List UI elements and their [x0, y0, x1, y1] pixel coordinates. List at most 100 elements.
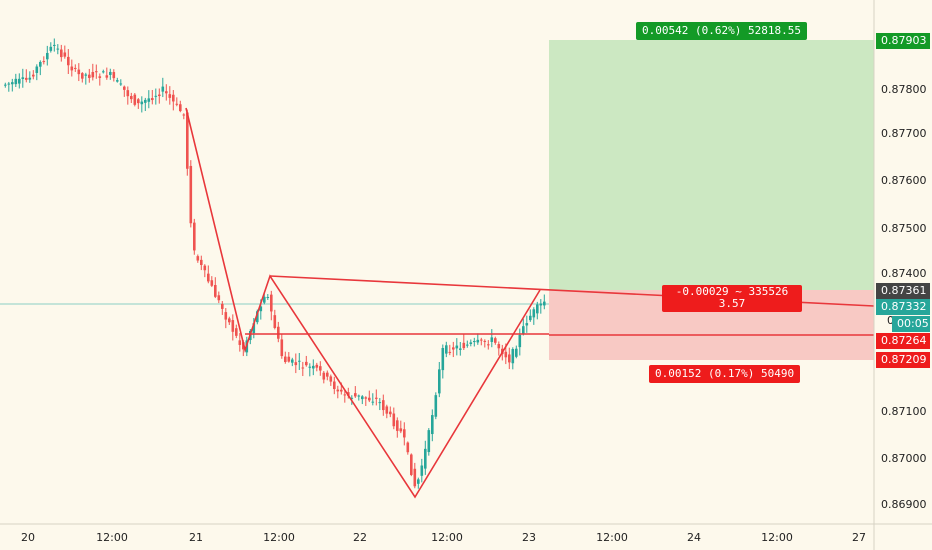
- candle-body: [532, 309, 536, 318]
- current-price-gray-tag: 0.87361: [876, 283, 930, 299]
- candle-body: [88, 74, 91, 78]
- candle-body: [350, 397, 354, 399]
- candle-body: [228, 318, 231, 323]
- candle-body: [543, 301, 546, 306]
- price-tick-label: 0.87000: [881, 452, 927, 465]
- candle-body: [315, 364, 319, 368]
- candle-body: [123, 86, 126, 90]
- time-tick-label: 22: [353, 531, 367, 544]
- candle-body: [410, 454, 413, 475]
- candle-body: [287, 356, 291, 362]
- candle-body: [389, 411, 392, 415]
- candle-body: [21, 77, 25, 79]
- candle-body: [39, 61, 42, 67]
- price-tick-label: 0.87800: [881, 83, 927, 96]
- candle-body: [364, 397, 368, 399]
- candle-body: [193, 222, 196, 251]
- candle-body: [259, 306, 263, 312]
- candle-body: [67, 56, 70, 66]
- candle-body: [385, 406, 389, 414]
- candle-body: [154, 95, 158, 97]
- candle-body: [420, 465, 424, 476]
- candle-body: [427, 430, 431, 453]
- candle-body: [343, 394, 347, 396]
- candle-body: [361, 396, 364, 400]
- candle-body: [298, 360, 301, 362]
- candle-body: [273, 315, 277, 328]
- candle-body: [60, 49, 63, 58]
- price-axis: 0.87800 0.87700 0.87600 0.87500 0.87400 0.871…: [881, 83, 927, 511]
- entry-price-tag: 0.87264: [876, 333, 930, 349]
- center-label-line-1: -0.00029 ~ 335526: [675, 285, 789, 298]
- candle-body: [77, 69, 81, 75]
- candle-body: [161, 86, 165, 92]
- time-tick-label: 12:00: [761, 531, 793, 544]
- candle-body: [392, 413, 396, 427]
- target-price-tag: 0.87903: [876, 33, 930, 49]
- price-tick-label: 0.86900: [881, 498, 927, 511]
- candle-body: [270, 294, 273, 312]
- time-tick-label: 20: [21, 531, 35, 544]
- candle-body: [508, 354, 511, 363]
- candle-body: [294, 362, 298, 366]
- candle-body: [81, 73, 84, 79]
- candle-body: [280, 339, 284, 357]
- candle-body: [497, 344, 501, 349]
- candle-body: [189, 165, 193, 224]
- candle-body: [487, 344, 490, 346]
- candle-body: [49, 46, 53, 51]
- candle-body: [291, 359, 294, 363]
- time-tick-label: 24: [687, 531, 701, 544]
- candle-body: [308, 366, 312, 368]
- center-label: -0.00029 ~ 335526 3.57: [662, 285, 802, 312]
- candle-body: [109, 71, 112, 75]
- candle-body: [301, 367, 305, 369]
- candle-body: [112, 72, 116, 79]
- candle-body: [221, 303, 224, 309]
- candlestick-series: [4, 38, 546, 489]
- price-tick-label: 0.87700: [881, 127, 927, 140]
- candle-body: [182, 114, 186, 116]
- candle-body: [406, 442, 410, 453]
- candle-body: [329, 376, 333, 382]
- price-tick-label: 0.87500: [881, 222, 927, 235]
- candle-body: [378, 402, 382, 404]
- candle-body: [469, 342, 473, 344]
- candle-body: [396, 420, 399, 431]
- candle-body: [147, 98, 151, 102]
- candle-body: [4, 84, 7, 86]
- candle-body: [333, 381, 336, 390]
- candle-body: [431, 415, 434, 435]
- candle-body: [11, 82, 14, 85]
- candle-body: [375, 397, 378, 399]
- candle-body: [539, 303, 543, 306]
- candle-body: [266, 296, 270, 298]
- candle-body: [529, 315, 532, 321]
- candle-body: [473, 341, 476, 343]
- candle-body: [455, 345, 459, 349]
- stop-price-tag: 0.87209: [876, 352, 930, 368]
- candle-body: [231, 320, 235, 332]
- profit-zone[interactable]: [549, 40, 874, 290]
- time-tick-label: 27: [852, 531, 866, 544]
- candle-body: [326, 372, 329, 377]
- candle-body: [305, 361, 308, 366]
- candle-body: [179, 104, 182, 112]
- zero-label: 0: [887, 314, 894, 327]
- candle-body: [448, 351, 452, 353]
- candle-body: [42, 61, 46, 63]
- candle-body: [175, 103, 179, 105]
- countdown-tag: 00:05: [892, 316, 930, 332]
- candle-body: [336, 389, 340, 392]
- candle-body: [476, 339, 480, 343]
- candle-body: [438, 369, 441, 394]
- candle-body: [403, 429, 406, 438]
- time-tick-label: 12:00: [96, 531, 128, 544]
- candle-body: [371, 401, 375, 403]
- candle-body: [466, 344, 469, 346]
- candle-body: [28, 77, 32, 80]
- candle-body: [98, 76, 102, 78]
- price-tick-label: 0.87600: [881, 174, 927, 187]
- candle-body: [14, 78, 18, 85]
